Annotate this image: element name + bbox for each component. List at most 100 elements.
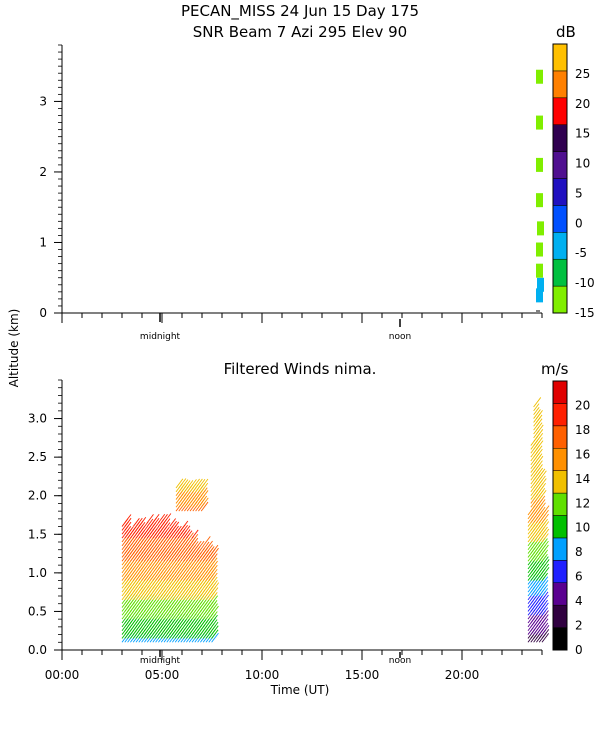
wind-barb	[541, 513, 549, 523]
snr-colorbar-label: 5	[575, 186, 583, 200]
wind-barb	[124, 521, 132, 531]
snr-cell	[537, 221, 544, 236]
bottom-noon-marker: noon	[389, 656, 411, 666]
wind-barb	[124, 517, 132, 527]
snr-colorbar-label: 15	[575, 127, 590, 141]
wind-barb	[200, 495, 208, 504]
snr-colorbar: -15 -10 -5 0 5 10 15 20 25	[552, 43, 595, 320]
wind-barb	[211, 544, 219, 554]
wind-xtick-label: 00:00	[45, 668, 80, 682]
wind-colorbar-label: 8	[575, 545, 583, 559]
wind-barb	[541, 572, 548, 581]
snr-ytick-label: 1	[39, 235, 47, 249]
wind-barb	[132, 518, 140, 527]
panel2-title: Filtered Winds nima.	[224, 360, 377, 378]
wind-xtick-label: 15:00	[345, 668, 380, 682]
snr-colorbar-segment	[552, 97, 568, 125]
wind-barb	[205, 540, 213, 550]
snr-colorbar-segment	[552, 178, 568, 206]
wind-barb	[538, 489, 547, 500]
wind-barb	[175, 478, 184, 489]
wind-barb	[211, 619, 218, 628]
wind-barb	[536, 422, 543, 431]
wind-barb	[536, 432, 544, 442]
wind-barb	[152, 526, 160, 535]
wind-barb	[538, 499, 546, 508]
wind-barb	[541, 549, 549, 558]
wind-colorbar-segment	[552, 380, 568, 404]
wind-colorbar-label: 10	[575, 521, 590, 535]
wind-barb	[163, 518, 171, 527]
wind-barb	[198, 478, 206, 489]
wind-barb	[536, 410, 543, 419]
wind-barb	[541, 533, 549, 543]
wind-barb	[541, 610, 549, 620]
wind-ytick-label: 3.0	[28, 412, 47, 426]
wind-colorbar-segment	[552, 425, 568, 449]
wind-barb	[138, 521, 146, 531]
wind-barb	[211, 625, 219, 635]
wind-barb	[541, 580, 549, 589]
wind-barb	[172, 521, 180, 531]
snr-panel-axes: 0 1 2 3	[39, 44, 543, 327]
wind-barb	[541, 518, 548, 527]
wind-colorbar-segment	[552, 560, 568, 583]
wind-colorbar-label: 14	[575, 472, 590, 486]
wind-colorbar-label: 20	[575, 398, 590, 412]
wind-barb	[536, 445, 543, 454]
wind-colorbar-label: 18	[575, 423, 590, 437]
wind-colorbar-label: 2	[575, 619, 583, 633]
wind-barb	[541, 614, 549, 624]
wind-colorbar-segment	[552, 403, 568, 427]
wind-ytick-label: 1.5	[28, 527, 47, 541]
snr-colorbar-label: -15	[575, 306, 595, 320]
wind-barb	[163, 526, 170, 535]
wind-barb	[146, 514, 154, 523]
wind-barb	[541, 521, 550, 531]
snr-colorbar-unit: dB	[556, 23, 576, 41]
snr-colorbar-segment	[552, 205, 568, 233]
wind-barb	[191, 533, 199, 543]
y-axis-label: Altitude (km)	[7, 309, 21, 388]
wind-barb	[184, 480, 191, 489]
wind-barb	[538, 487, 546, 496]
wind-barb	[541, 625, 550, 635]
wind-panel-axes: 0.0 0.5 1.0 1.5 2.0 2.5 3.0 00:00 05:00 10:00 15:0…	[28, 379, 543, 682]
wind-barb	[197, 545, 204, 554]
wind-ytick-label: 2.5	[28, 450, 47, 464]
wind-barb	[163, 522, 171, 531]
wind-barb	[158, 513, 166, 523]
wind-barb	[541, 622, 549, 631]
wind-barb	[538, 482, 547, 493]
wind-barb	[205, 544, 214, 554]
wind-colorbar-segment	[552, 582, 568, 606]
wind-barb	[183, 525, 191, 535]
wind-barb	[180, 524, 188, 535]
wind-ytick-label: 1.0	[28, 566, 47, 580]
snr-colorbar-segment	[552, 151, 568, 179]
wind-barb	[538, 506, 546, 516]
snr-colorbar-segment	[552, 258, 568, 287]
wind-barb	[211, 587, 219, 597]
wind-ytick-label: 0.5	[28, 604, 47, 618]
wind-colorbar-segment	[552, 470, 568, 494]
wind-barb	[536, 453, 543, 462]
snr-colorbar-segment	[552, 70, 568, 99]
wind-barb	[202, 536, 211, 547]
wind-barb	[541, 553, 548, 562]
wind-barb	[174, 525, 182, 535]
wind-barb	[197, 540, 205, 550]
snr-colorbar-label: -5	[575, 246, 587, 260]
wind-barb	[172, 525, 180, 535]
wind-barb	[200, 487, 208, 496]
wind-barb	[200, 490, 209, 500]
wind-barb	[211, 576, 218, 585]
wind-barb	[200, 478, 209, 489]
snr-cell	[536, 157, 543, 172]
snr-colorbar-label: 0	[575, 216, 583, 230]
wind-barb	[186, 530, 193, 539]
wind-barb	[180, 520, 189, 531]
wind-barb-group	[121, 513, 220, 643]
wind-colorbar-segment	[552, 448, 568, 471]
